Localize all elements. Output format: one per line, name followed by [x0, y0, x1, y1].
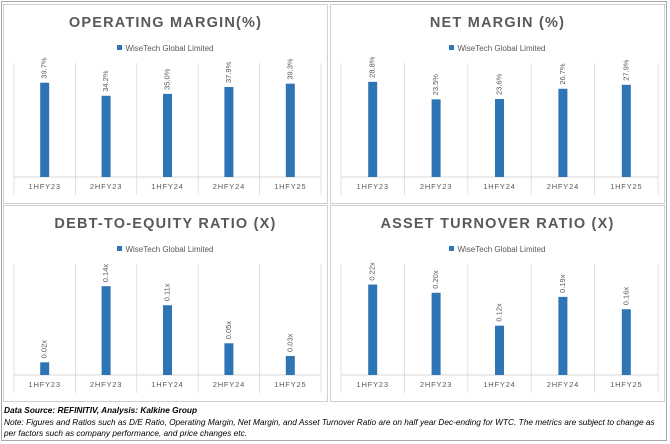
x-tick-label: 2HFY23 — [90, 380, 122, 389]
data-label: 26.7% — [558, 63, 567, 85]
x-tick-label: 1HFY23 — [29, 182, 61, 191]
data-label: 0.14x — [101, 264, 110, 283]
chart-panel-debt-to-equity: DEBT-TO-EQUITY RATIO (X) WiseTech Global… — [3, 205, 328, 402]
chart-plot-net-margin: 28.8% 1HFY23 23.5% 2HFY23 23.6% 1HFY24 26.7% 2H… — [340, 56, 659, 195]
x-tick-label: 1HFY23 — [29, 380, 61, 389]
data-label: 0.11x — [162, 283, 171, 301]
data-label: 0.12x — [494, 303, 503, 322]
data-label: 23.5% — [431, 74, 440, 96]
bar — [285, 355, 295, 375]
data-label: 39.7% — [40, 57, 49, 79]
bar — [558, 296, 568, 375]
legend-label: WiseTech Global Limited — [125, 245, 214, 254]
bar — [163, 305, 172, 375]
data-label: 0.05x — [224, 321, 233, 340]
bar — [224, 343, 234, 375]
data-label: 0.20x — [431, 270, 440, 289]
data-label: 28.8% — [368, 56, 377, 78]
chart-legend: WiseTech Global Limited — [4, 245, 327, 254]
plot-area: 39.7% 1HFY23 34.2% 2HFY23 35.0% 1HFY24 37.9% 2H… — [13, 57, 322, 195]
bar — [495, 99, 504, 177]
data-source: Data Source: REFINITIV, Analysis: Kalkin… — [4, 405, 198, 415]
chart-panel-net-margin: NET MARGIN (%) WiseTech Global Limited 2… — [330, 4, 665, 204]
data-label: 35.0% — [162, 68, 171, 90]
data-label: 37.9% — [224, 61, 233, 83]
chart-title: ASSET TURNOVER RATIO (X) — [380, 216, 615, 232]
bar — [368, 284, 378, 375]
data-label: 0.19x — [558, 274, 567, 293]
legend-swatch — [117, 45, 123, 51]
plot-area: 0.02x 1HFY23 0.14x 2HFY23 0.11x 1HFY24 0.05x 2H… — [13, 264, 322, 393]
data-label: 0.02x — [40, 340, 49, 359]
data-label: 34.2% — [101, 70, 110, 92]
bar — [558, 88, 568, 177]
x-tick-label: 1HFY25 — [610, 380, 642, 389]
legend-label: WiseTech Global Limited — [125, 44, 214, 53]
chart-plot-debt-to-equity: 0.02x 1HFY23 0.14x 2HFY23 0.11x 1HFY24 0.05x 2H… — [13, 264, 322, 393]
chart-panel-asset-turnover: ASSET TURNOVER RATIO (X) WiseTech Global… — [330, 205, 665, 402]
chart-title: NET MARGIN (%) — [429, 15, 566, 31]
x-tick-label: 1HFY25 — [274, 380, 306, 389]
x-tick-label: 2HFY23 — [420, 380, 452, 389]
plot-area: 0.22x 1HFY23 0.20x 2HFY23 0.12x 1HFY24 0.19x 2H… — [340, 262, 659, 393]
bar — [101, 95, 111, 177]
legend-label: WiseTech Global Limited — [457, 44, 546, 53]
footer-notes: Data Source: REFINITIV, Analysis: Kalkin… — [4, 405, 664, 440]
bar — [224, 86, 234, 177]
x-tick-label: 1HFY24 — [151, 182, 183, 191]
x-tick-label: 1HFY25 — [610, 182, 642, 191]
bar — [621, 309, 631, 375]
bar — [431, 292, 441, 375]
x-tick-label: 2HFY24 — [213, 182, 245, 191]
chart-title: DEBT-TO-EQUITY RATIO (X) — [54, 216, 277, 232]
x-tick-label: 2HFY24 — [547, 380, 579, 389]
data-label: 0.16x — [621, 287, 630, 306]
bar — [495, 325, 504, 375]
x-tick-label: 2HFY23 — [90, 182, 122, 191]
bar — [285, 83, 295, 177]
x-tick-label: 1HFY25 — [274, 182, 306, 191]
bar — [40, 362, 50, 375]
plot-area: 28.8% 1HFY23 23.5% 2HFY23 23.6% 1HFY24 26.7% 2H… — [340, 56, 659, 195]
x-tick-label: 1HFY23 — [357, 182, 389, 191]
data-label: 27.9% — [621, 59, 630, 81]
legend-swatch — [449, 246, 455, 252]
bar — [431, 99, 441, 177]
data-label: 23.6% — [494, 73, 503, 95]
chart-panel-operating-margin: OPERATING MARGIN(%) WiseTech Global Limi… — [3, 4, 328, 204]
legend-swatch — [449, 45, 455, 51]
data-label: 0.03x — [285, 333, 294, 352]
x-tick-label: 2HFY24 — [213, 380, 245, 389]
data-label: 39.3% — [285, 58, 294, 80]
x-tick-label: 1HFY24 — [151, 380, 183, 389]
chart-plot-asset-turnover: 0.22x 1HFY23 0.20x 2HFY23 0.12x 1HFY24 0.19x 2H… — [340, 262, 659, 393]
data-label: 0.22x — [368, 262, 377, 281]
legend-swatch — [117, 246, 123, 252]
chart-legend: WiseTech Global Limited — [331, 44, 664, 53]
x-tick-label: 2HFY23 — [420, 182, 452, 191]
bar — [101, 286, 111, 375]
chart-plot-operating-margin: 39.7% 1HFY23 34.2% 2HFY23 35.0% 1HFY24 37.9% 2H… — [13, 57, 322, 195]
footnote: Note: Figures and Ratios such as D/E Rat… — [4, 416, 655, 439]
x-tick-label: 2HFY24 — [547, 182, 579, 191]
chart-title: OPERATING MARGIN(%) — [68, 15, 263, 31]
legend-label: WiseTech Global Limited — [457, 245, 546, 254]
x-tick-label: 1HFY24 — [483, 380, 515, 389]
x-tick-label: 1HFY24 — [483, 182, 515, 191]
chart-legend: WiseTech Global Limited — [4, 44, 327, 53]
x-tick-label: 1HFY23 — [357, 380, 389, 389]
bar — [40, 82, 50, 177]
bar — [163, 93, 172, 177]
bar — [621, 84, 631, 177]
chart-legend: WiseTech Global Limited — [331, 245, 664, 254]
bar — [368, 81, 378, 177]
